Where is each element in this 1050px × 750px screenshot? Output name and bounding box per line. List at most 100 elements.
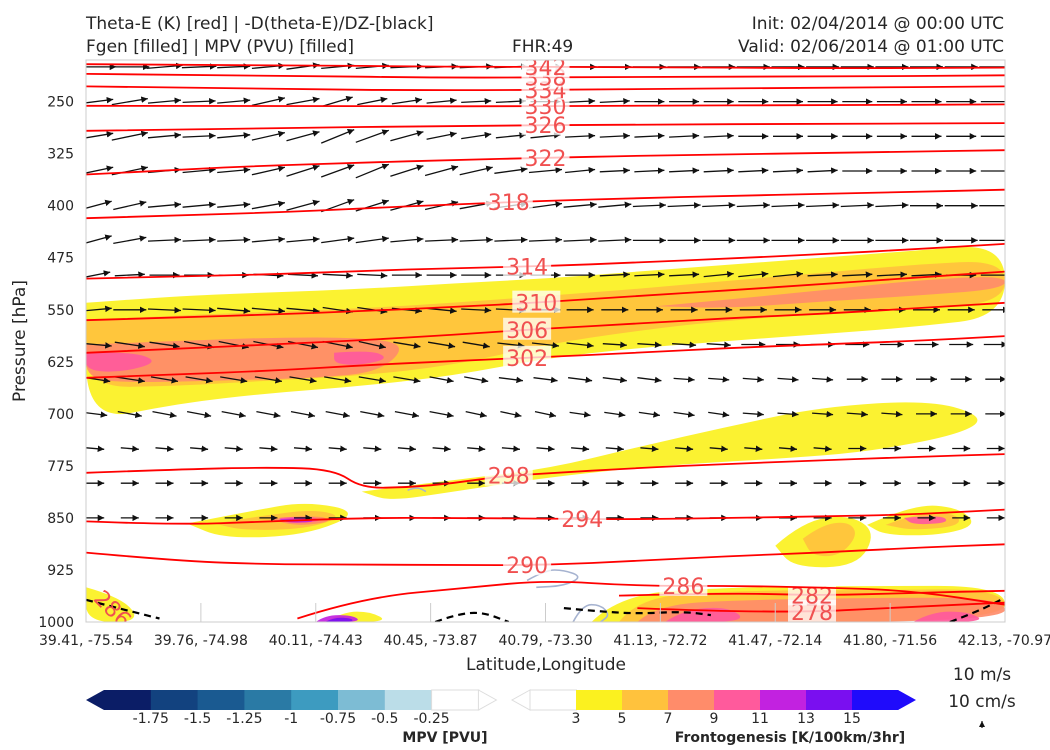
wind-vector: [528, 201, 563, 209]
wind-vector: [182, 132, 216, 140]
wind-vector: [287, 272, 319, 279]
wind-vector: [846, 410, 868, 418]
wind-vector: [673, 411, 695, 418]
wind-vector: [807, 271, 838, 278]
wind-vector: [501, 445, 520, 452]
wind-vector: [500, 410, 522, 418]
wind-vector: [602, 341, 627, 349]
wind-vector: [113, 200, 147, 211]
mpv-colorbar-tick: -0.75: [320, 711, 356, 727]
wind-vector: [565, 132, 596, 140]
wind-vector: [147, 306, 182, 314]
wind-vector: [742, 410, 764, 418]
theta-e-label-bg: [484, 463, 533, 486]
wind-vector: [703, 271, 734, 278]
fgen-region-13: [324, 617, 353, 622]
wind-vector: [640, 445, 659, 452]
theta-e-label-310: 310: [515, 292, 557, 317]
y-tick-label: 700: [47, 407, 74, 423]
wind-vector: [634, 167, 665, 174]
wind-vector: [637, 376, 662, 384]
theta-e-contour-294: [86, 508, 1005, 525]
fgen-colorbar-tick: 13: [797, 711, 815, 727]
theta-e-label-322: 322: [525, 147, 567, 172]
fgen-region-9: [334, 351, 384, 365]
wind-vector: [287, 340, 319, 350]
wind-vector: [251, 130, 286, 141]
wind-vector: [86, 305, 112, 313]
wind-vector: [117, 410, 142, 419]
wind-vector: [598, 201, 632, 209]
wind-vector: [390, 236, 424, 243]
wind-vector: [702, 202, 736, 209]
wind-vector: [324, 376, 352, 384]
wind-vector: [881, 410, 903, 418]
wind-vector: [672, 341, 697, 349]
wind-vector: [738, 271, 769, 278]
theta-e-label-314: 314: [506, 255, 548, 280]
theta-e-label-326: 326: [525, 114, 567, 139]
wind-vector: [602, 376, 627, 384]
wind-vector: [293, 445, 313, 452]
wind-vector: [217, 307, 251, 314]
wind-vector: [528, 166, 563, 174]
wind-vector: [736, 202, 770, 209]
wind-vector: [111, 130, 148, 141]
theta-e-label-bg: [521, 113, 570, 136]
wind-vector: [393, 341, 421, 349]
wind-vector: [320, 128, 355, 144]
wind-vector: [528, 236, 563, 244]
mpv-colorbar-segment: [197, 690, 245, 710]
mpv-colorbar-tick: -1.75: [133, 711, 169, 727]
frontogenesis-colorbar-label: Frontogenesis [K/100km/3hr]: [675, 730, 905, 746]
theta-e-label-318: 318: [488, 191, 530, 216]
wind-vector: [146, 62, 183, 70]
wind-vector: [429, 410, 454, 419]
wind-vector: [328, 445, 347, 452]
wind-vector: [322, 272, 353, 279]
fgen-colorbar-segment: [668, 690, 715, 710]
vector-key-vertical: 10 cm/s: [948, 692, 1016, 712]
theta-e-label-bg: [521, 145, 570, 168]
title-left-1: Theta-E (K) [red] | -D(theta-E)/DZ-[blac…: [86, 14, 434, 34]
wind-vector: [706, 341, 731, 349]
mpv-colorbar-tick: -0.25: [413, 711, 449, 727]
wind-vector: [393, 376, 421, 384]
wind-vector: [703, 167, 734, 174]
wind-vector: [224, 445, 243, 452]
fgen-colorbar-segment: [714, 690, 761, 710]
wind-vector: [256, 410, 281, 419]
mpv-colorbar-segment: [104, 690, 152, 710]
wind-vector: [254, 376, 283, 384]
wind-vector: [669, 271, 700, 278]
wind-vector: [669, 167, 700, 174]
wind-vector: [251, 165, 286, 176]
wind-vector: [778, 445, 798, 452]
theta-e-label-bg: [503, 254, 552, 277]
wind-vector: [221, 410, 246, 419]
wind-vector: [360, 410, 385, 419]
wind-vector: [86, 96, 114, 104]
wind-vector: [806, 202, 840, 209]
wind-vector: [286, 164, 320, 177]
wind-vector: [394, 410, 420, 419]
wind-vector: [667, 202, 701, 209]
x-tick-label: 40.45, -73.87: [384, 633, 478, 649]
theta-e-label-bg: [659, 573, 708, 596]
mpv-colorbar-tick: -0.5: [371, 711, 398, 727]
wind-vector: [286, 307, 320, 314]
wind-vector: [530, 132, 561, 139]
wind-vector: [771, 202, 805, 209]
fgen-colorbar-tick: 7: [664, 711, 673, 727]
x-tick-label: 39.76, -74.98: [154, 633, 248, 649]
wind-vector: [220, 376, 248, 384]
y-tick-label: 550: [47, 303, 74, 319]
fgen-colorbar-tick: 15: [843, 711, 861, 727]
wind-vector: [86, 377, 111, 384]
wind-vector: [424, 165, 459, 177]
wind-vector: [251, 307, 285, 314]
wind-vector: [637, 341, 662, 349]
wind-vector: [812, 376, 834, 383]
wind-vector: [86, 411, 108, 418]
wind-vector: [182, 306, 216, 314]
